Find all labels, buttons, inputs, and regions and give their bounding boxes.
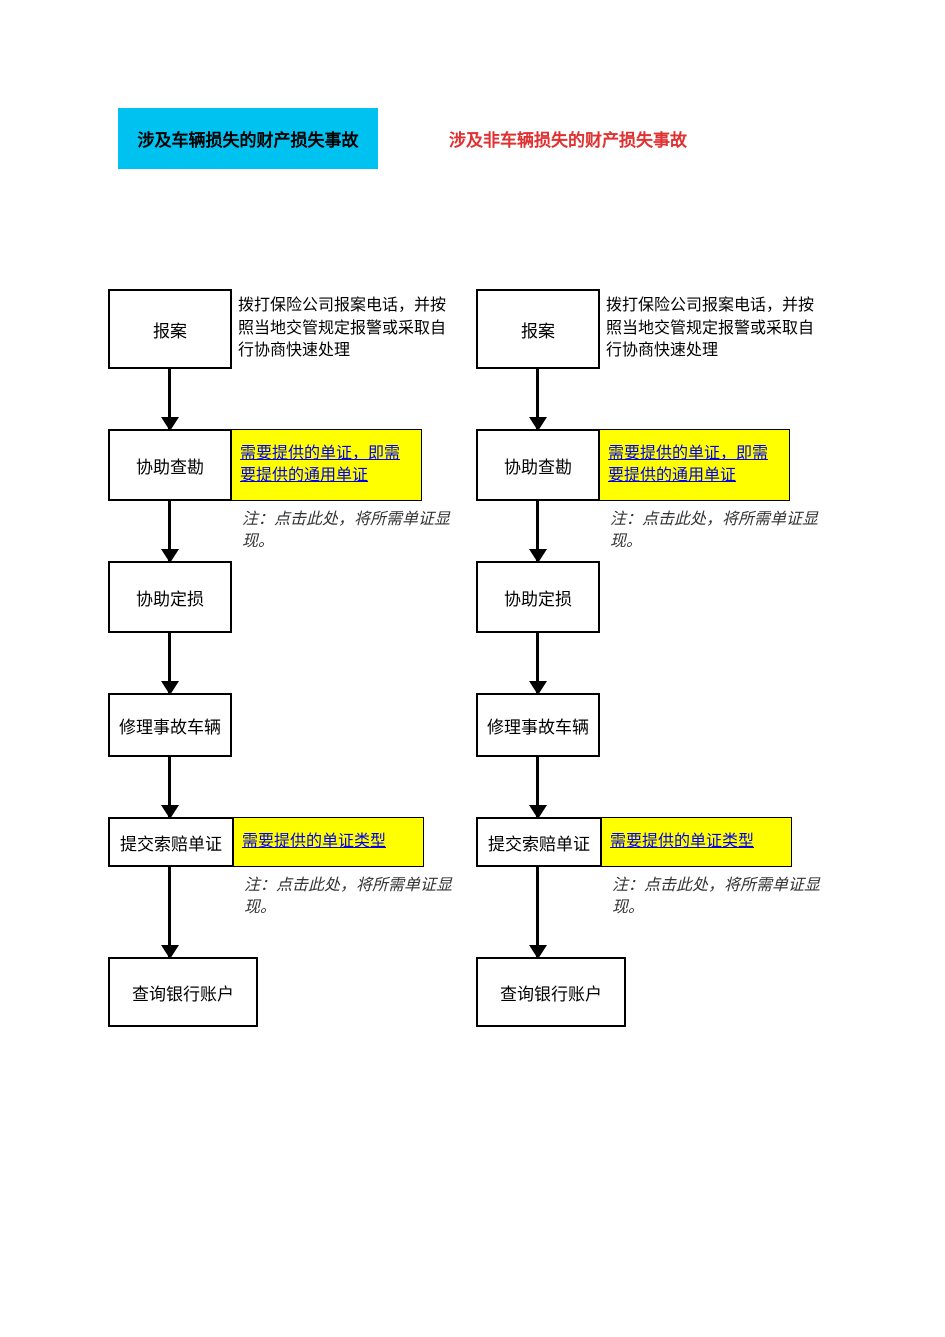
step-repair-row: 修理事故车辆	[108, 693, 508, 757]
step-report-row: 报案 拨打保险公司报案电话，并按照当地交管规定报警或采取自行协商快速处理	[108, 289, 508, 369]
arrow-icon	[108, 633, 508, 693]
arrow-icon	[476, 867, 602, 957]
tab-non-vehicle-loss[interactable]: 涉及非车辆损失的财产损失事故	[438, 108, 698, 169]
step-assess-row: 协助定损	[108, 561, 508, 633]
step-assess: 协助定损	[476, 561, 600, 633]
step-submit-row: 提交索赔单证 需要提供的单证类型	[108, 817, 508, 867]
note-investigate: 注：点击此处，将所需单证显现。	[610, 509, 818, 561]
link-submit-docs[interactable]: 需要提供的单证类型	[234, 817, 424, 867]
flow-column-left: 报案 拨打保险公司报案电话，并按照当地交管规定报警或采取自行协商快速处理 协助查…	[108, 289, 508, 1027]
link-investigate-docs[interactable]: 需要提供的单证，即需要提供的通用单证	[600, 429, 790, 501]
arrow-icon	[476, 369, 876, 429]
step-submit: 提交索赔单证	[108, 817, 234, 867]
step-query: 查询银行账户	[476, 957, 626, 1027]
step-repair-row: 修理事故车辆	[476, 693, 876, 757]
note-investigate: 注：点击此处，将所需单证显现。	[242, 509, 450, 561]
step-assess-row: 协助定损	[476, 561, 876, 633]
step-assess: 协助定损	[108, 561, 232, 633]
step-submit: 提交索赔单证	[476, 817, 602, 867]
arrow-icon	[476, 633, 876, 693]
arrow-icon	[476, 757, 876, 817]
step-repair: 修理事故车辆	[476, 693, 600, 757]
step-query-row: 查询银行账户	[476, 957, 876, 1027]
flow-column-right: 报案 拨打保险公司报案电话，并按照当地交管规定报警或采取自行协商快速处理 协助查…	[476, 289, 876, 1027]
arrow-icon	[476, 501, 600, 561]
arrow-icon	[108, 369, 508, 429]
step-query: 查询银行账户	[108, 957, 258, 1027]
step-submit-row: 提交索赔单证 需要提供的单证类型	[476, 817, 876, 867]
step-repair: 修理事故车辆	[108, 693, 232, 757]
tab-bar: 涉及车辆损失的财产损失事故 涉及非车辆损失的财产损失事故	[118, 108, 698, 169]
step-investigate-row: 协助查勘 需要提供的单证，即需要提供的通用单证	[108, 429, 508, 501]
note-submit: 注：点击此处，将所需单证显现。	[244, 875, 452, 957]
arrow-icon	[108, 757, 508, 817]
tab-vehicle-loss[interactable]: 涉及车辆损失的财产损失事故	[118, 108, 378, 169]
step-report-desc: 拨打保险公司报案电话，并按照当地交管规定报警或采取自行协商快速处理	[238, 295, 446, 362]
step-investigate: 协助查勘	[476, 429, 600, 501]
step-report: 报案	[108, 289, 232, 369]
link-investigate-docs[interactable]: 需要提供的单证，即需要提供的通用单证	[232, 429, 422, 501]
step-investigate-row: 协助查勘 需要提供的单证，即需要提供的通用单证	[476, 429, 876, 501]
step-query-row: 查询银行账户	[108, 957, 508, 1027]
step-report: 报案	[476, 289, 600, 369]
step-investigate: 协助查勘	[108, 429, 232, 501]
link-submit-docs[interactable]: 需要提供的单证类型	[602, 817, 792, 867]
step-report-row: 报案 拨打保险公司报案电话，并按照当地交管规定报警或采取自行协商快速处理	[476, 289, 876, 369]
note-submit: 注：点击此处，将所需单证显现。	[612, 875, 820, 957]
arrow-icon	[108, 501, 232, 561]
arrow-icon	[108, 867, 234, 957]
step-report-desc: 拨打保险公司报案电话，并按照当地交管规定报警或采取自行协商快速处理	[606, 295, 814, 362]
